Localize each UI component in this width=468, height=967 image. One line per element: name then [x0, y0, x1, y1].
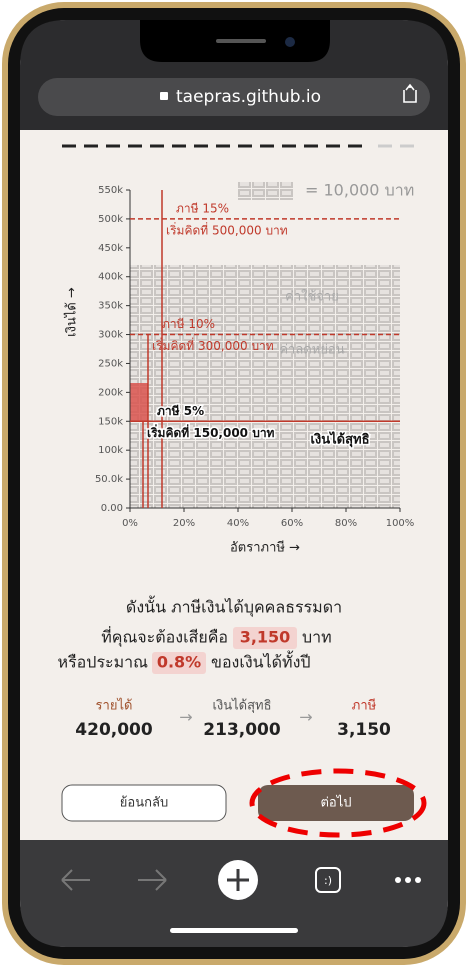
bracket-start: เริ่มคิดที่ 150,000 บาท — [147, 424, 275, 440]
lock-icon — [160, 92, 168, 100]
bracket-rate: ภาษี 10% — [162, 317, 215, 331]
bracket-start: เริ่มคิดที่ 300,000 บาท — [152, 337, 274, 353]
y-tick-label: 300k — [98, 330, 123, 341]
flow-label: ภาษี — [352, 698, 377, 714]
summary-line: ของเงินได้ทั้งปี — [211, 651, 311, 672]
flow-label: เงินได้สุทธิ — [212, 698, 271, 714]
x-tick-label: 40% — [227, 518, 249, 529]
x-tick-label: 80% — [335, 518, 357, 529]
y-tick-label: 550k — [98, 185, 123, 196]
y-tick-label: 250k — [98, 358, 123, 369]
x-axis-label: อัตราภาษี → — [230, 540, 300, 556]
region-label: ค่าลดหย่อน — [279, 343, 344, 358]
flow-arrow: → — [299, 708, 312, 727]
camera — [285, 37, 295, 47]
x-tick-label: 100% — [386, 518, 415, 529]
y-tick-label: 150k — [98, 416, 123, 427]
y-tick-label: 400k — [98, 272, 123, 283]
bills-area — [130, 265, 400, 508]
flow-value: 3,150 — [337, 720, 391, 740]
y-tick-label: 100k — [98, 445, 123, 456]
menu-button[interactable] — [395, 877, 421, 883]
url: taepras.github.io — [176, 87, 321, 107]
y-tick-label: 50.0k — [95, 474, 123, 485]
flow-arrow: → — [179, 708, 192, 727]
home-indicator — [170, 928, 298, 933]
y-tick-label: 200k — [98, 387, 123, 398]
tax-bar — [130, 383, 148, 421]
y-tick-label: 0.00 — [101, 503, 123, 514]
tax-percent: 0.8% — [157, 653, 201, 672]
y-tick-label: 450k — [98, 243, 123, 254]
bracket-rate: ภาษี 15% — [176, 201, 229, 215]
region-label: เงินได้สุทธิ — [310, 431, 369, 448]
x-tick-label: 60% — [281, 518, 303, 529]
bracket-start: เริ่มคิดที่ 500,000 บาท — [166, 221, 288, 237]
page: taepras.github.io = 10,000 บาท ค่าใช้จ่า… — [0, 0, 468, 967]
back-label[interactable]: ย้อนกลับ — [120, 796, 168, 811]
y-tick-label: 350k — [98, 301, 123, 312]
legend: = 10,000 บาท — [305, 181, 414, 200]
summary-line: ดังนั้น ภาษีเงินได้บุคคลธรรมดา — [126, 596, 342, 618]
summary-line: ที่คุณจะต้องเสียคือ — [101, 626, 228, 648]
speaker — [216, 39, 266, 43]
flow-value: 213,000 — [203, 720, 281, 740]
y-axis-label: เงินได้ → — [64, 287, 80, 337]
region-label: ค่าใช้จ่าย — [285, 289, 339, 305]
flow-label: รายได้ — [96, 698, 133, 714]
y-tick-label: 500k — [98, 214, 123, 225]
x-tick-label: 20% — [173, 518, 195, 529]
legend-icon — [238, 182, 294, 200]
next-label[interactable]: ต่อไป — [320, 795, 351, 811]
bracket-rate: ภาษี 5% — [157, 404, 204, 418]
summary-line: หรือประมาณ — [58, 653, 149, 672]
tabs-icon: :) — [324, 874, 332, 887]
tax-amount: 3,150 — [240, 628, 291, 647]
phone: taepras.github.io = 10,000 บาท ค่าใช้จ่า… — [0, 0, 468, 967]
x-tick-label: 0% — [122, 518, 138, 529]
flow-value: 420,000 — [75, 720, 153, 740]
summary-line: บาท — [302, 628, 332, 647]
